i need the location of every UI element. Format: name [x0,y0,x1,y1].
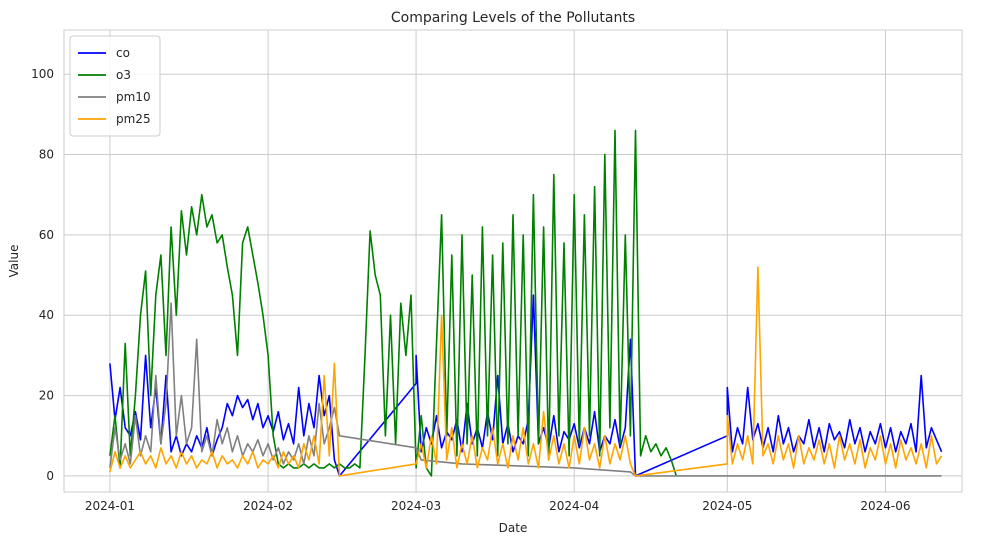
legend-label-pm25: pm25 [116,112,151,126]
x-tick-label: 2024-06 [860,499,910,513]
y-tick-labels: 0 20 40 60 80 100 [31,67,54,483]
legend: co o3 pm10 pm25 [69,35,161,137]
plot-frame [63,29,963,493]
x-tick-labels: 2024-01 2024-02 2024-03 2024-04 2024-05 2024-… [85,499,911,513]
x-tick-label: 2024-04 [549,499,599,513]
y-tick-label: 40 [39,308,54,322]
y-tick-label: 100 [31,67,54,81]
y-axis-title: Value [7,245,21,278]
x-axis-title: Date [499,521,528,535]
series-line-o3 [109,129,678,477]
series-line-pm25 [109,266,943,477]
y-tick-label: 60 [39,228,54,242]
legend-box [69,35,161,137]
series-lines [109,129,943,477]
x-tick-label: 2024-01 [85,499,135,513]
x-tick-label: 2024-03 [391,499,441,513]
x-tick-label: 2024-05 [702,499,752,513]
legend-label-co: co [116,46,130,60]
x-tick-label: 2024-02 [243,499,293,513]
y-tick-label: 0 [46,469,54,483]
legend-label-o3: o3 [116,68,131,82]
chart-title: Comparing Levels of the Pollutants [391,10,635,26]
legend-label-pm10: pm10 [116,90,151,104]
y-tick-label: 80 [39,148,54,162]
y-tick-label: 20 [39,389,54,403]
